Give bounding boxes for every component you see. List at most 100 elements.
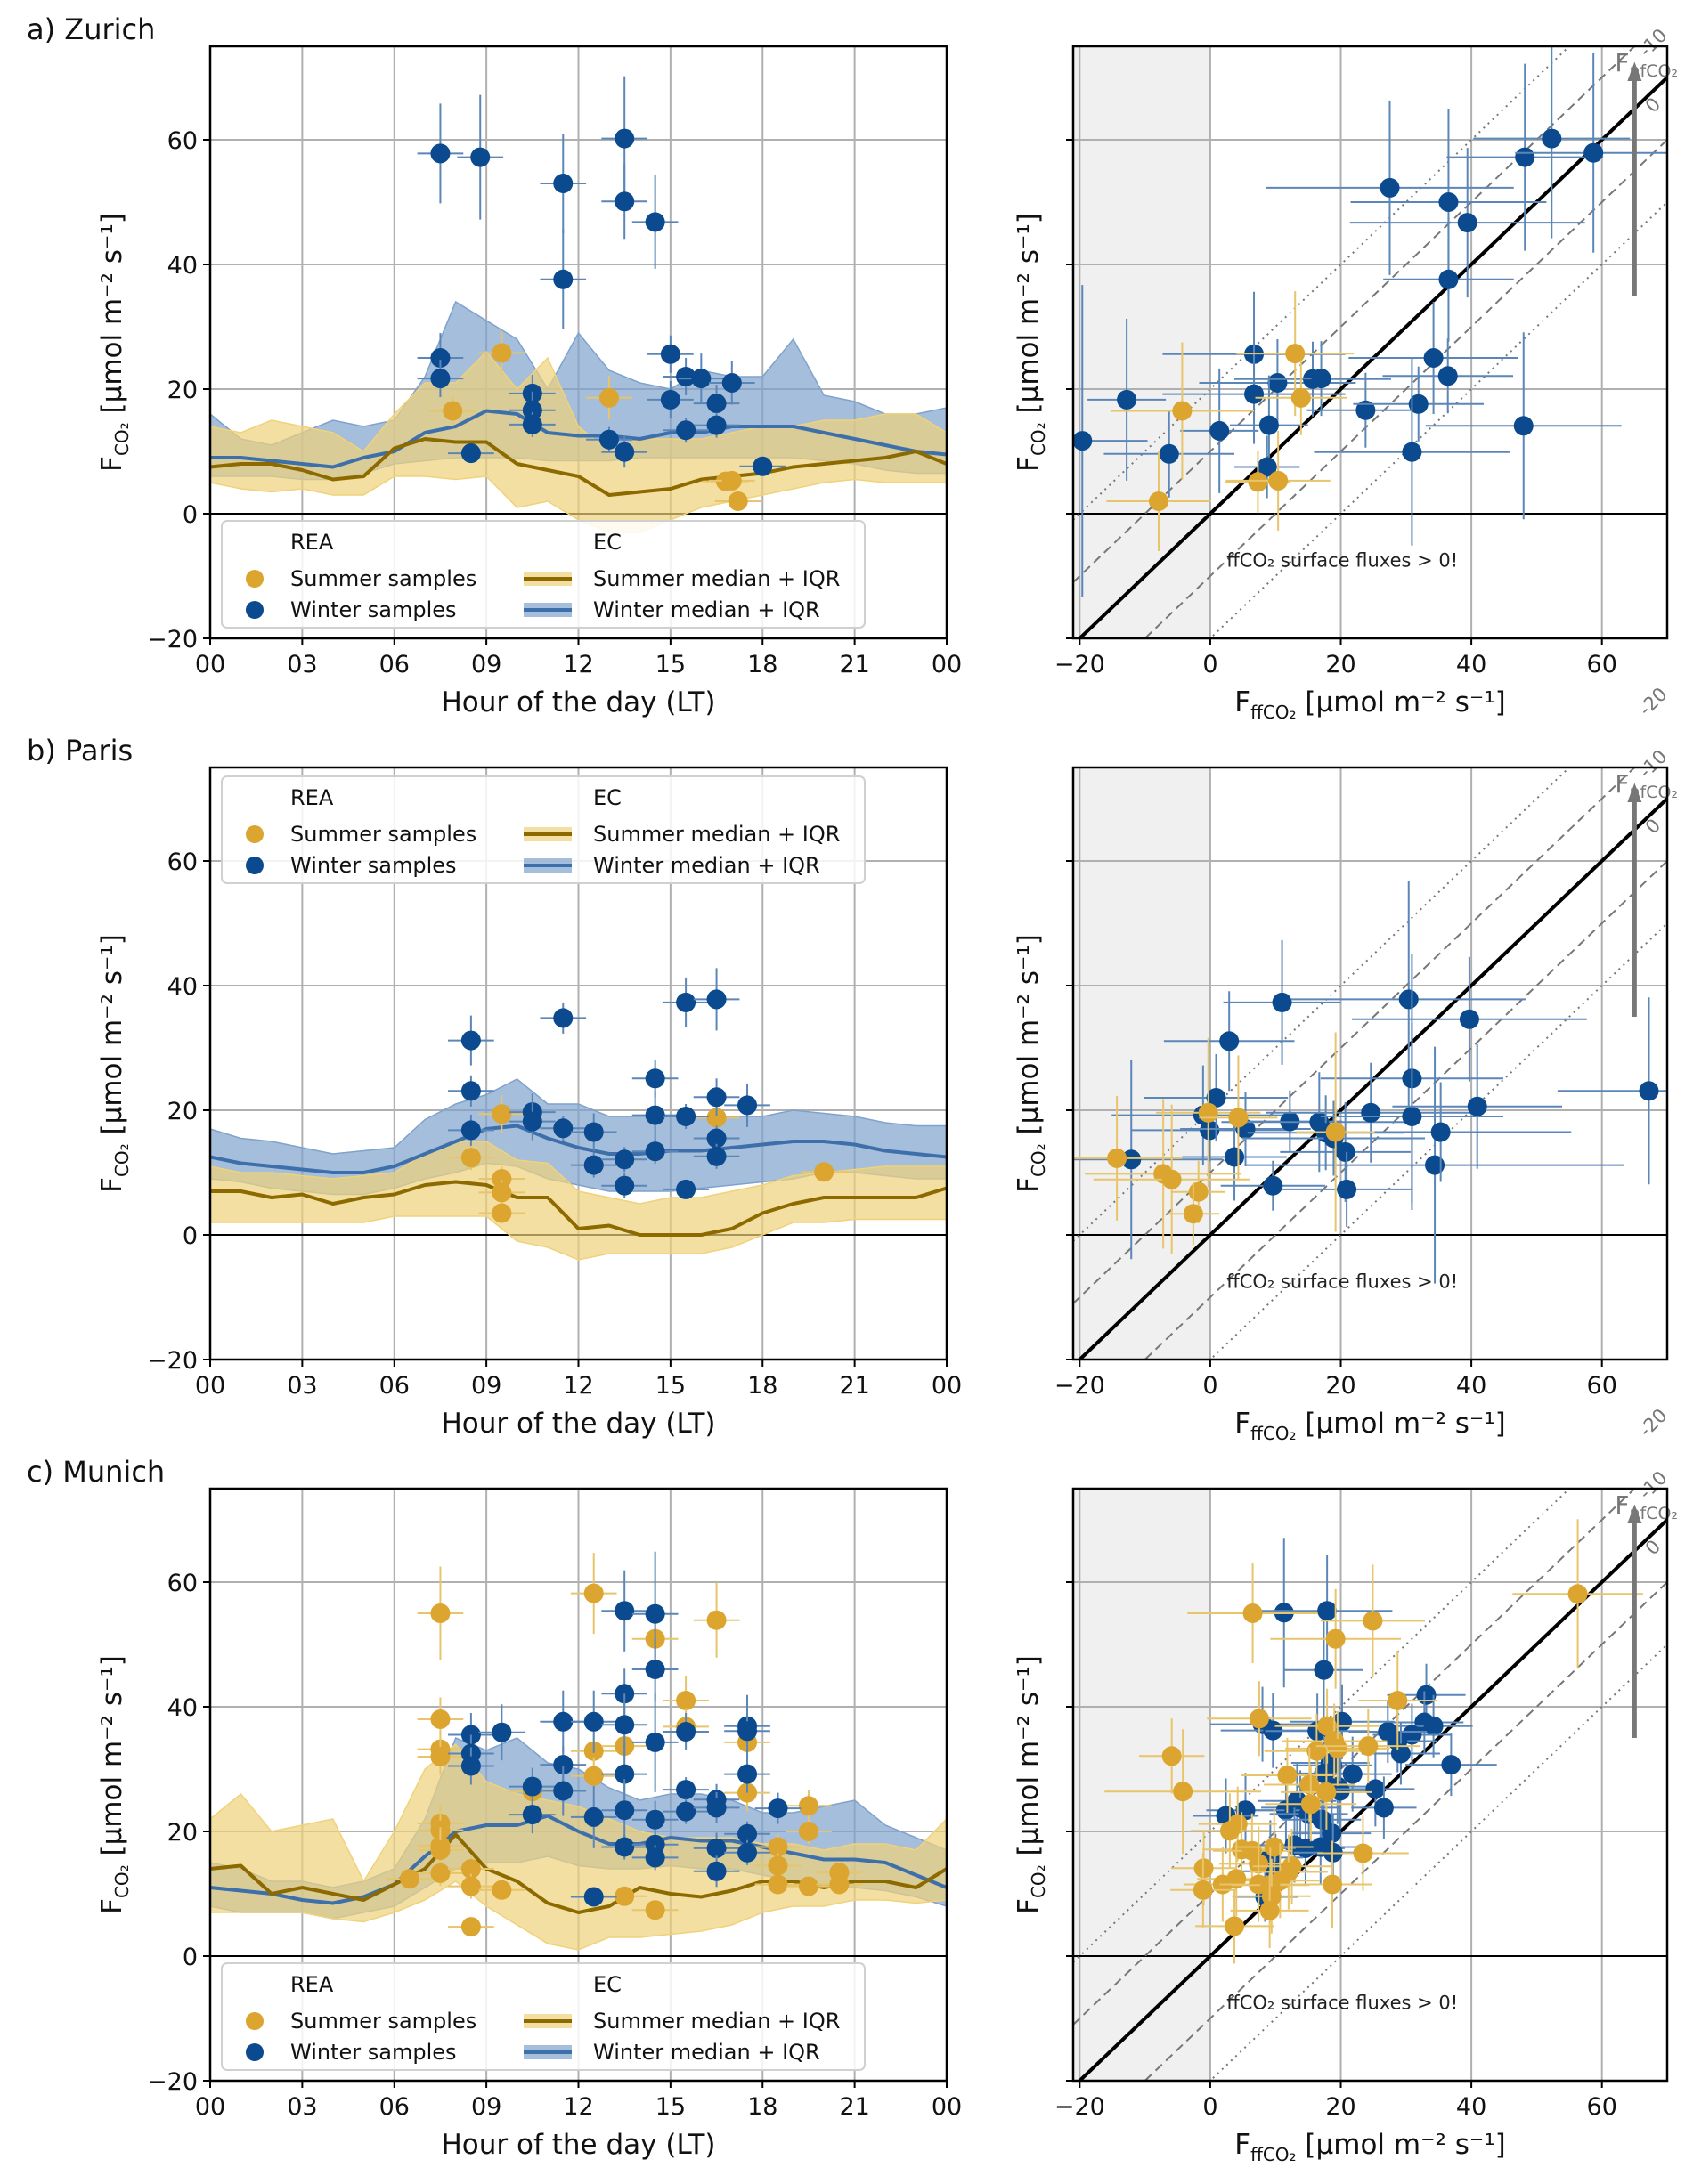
summer-sample <box>1265 1766 1357 1842</box>
legend-winter-ec: Winter median + IQR <box>593 597 820 622</box>
summer-sample-point <box>1161 1746 1182 1766</box>
x-tick-label: 21 <box>839 2093 869 2121</box>
summer-sample-point <box>1285 344 1306 364</box>
winter-sample-point <box>753 456 773 476</box>
winter-sample-point <box>460 1756 481 1776</box>
summer-sample <box>478 1880 525 1900</box>
x-tick-label: 15 <box>655 1372 686 1400</box>
winter-sample-point <box>645 1105 665 1125</box>
winter-sample-point <box>706 1798 727 1818</box>
winter-sample-point <box>470 147 491 167</box>
legend-ec-title: EC <box>593 530 622 555</box>
legend-summer-marker <box>246 570 264 588</box>
winter-sample-point <box>660 344 680 364</box>
winter-sample-point <box>1380 177 1400 198</box>
winter-sample-point <box>598 429 619 450</box>
x-tick-label: 03 <box>287 651 317 678</box>
winter-sample-point <box>615 1837 635 1857</box>
summer-sample <box>708 470 755 491</box>
y-axis-label: FCO₂ [µmol m⁻² s⁻¹] <box>1013 213 1049 472</box>
winter-sample <box>631 1060 679 1098</box>
y-axis-label-main: F <box>1013 1177 1045 1193</box>
winter-sample-point <box>706 989 727 1010</box>
winter-sample-point <box>721 373 742 393</box>
axes-frame <box>1071 45 1669 640</box>
winter-sample-point <box>460 443 481 464</box>
winter-sample-point <box>583 1711 604 1732</box>
x-tick-label: 21 <box>839 651 869 678</box>
nfco2-arrow-head <box>1627 783 1642 802</box>
winter-sample <box>448 1075 494 1107</box>
winter-sample-point <box>737 1721 758 1742</box>
y-tick-label: 0 <box>183 501 198 529</box>
legend: REA EC Summer samples Winter samples Summer … <box>221 520 866 629</box>
winter-sample-point <box>1317 1601 1338 1621</box>
summer-sample-point <box>492 1182 512 1203</box>
summer-sample <box>1281 1754 1372 1830</box>
winter-sample-point <box>553 1711 574 1732</box>
summer-sample-point <box>1317 1716 1338 1736</box>
x-tick-label: 12 <box>563 2093 593 2121</box>
winter-sample <box>1103 410 1235 498</box>
offset-line-label: -20 <box>1634 683 1671 719</box>
y-axis-label-main: F <box>96 1898 128 1914</box>
winter-sample-point <box>522 1111 542 1132</box>
summer-sample <box>801 1162 848 1182</box>
winter-sample <box>601 436 648 468</box>
winter-sample <box>448 1114 494 1146</box>
y-tick-label: 20 <box>167 1819 198 1847</box>
x-axis-label: Hour of the day (LT) <box>442 1408 716 1440</box>
x-axis-label: FffCO₂ [µmol m⁻² s⁻¹] <box>1234 686 1506 723</box>
x-tick-label: 20 <box>1325 1372 1355 1400</box>
x-tick-label: 09 <box>471 2093 501 2121</box>
winter-sample <box>509 1796 556 1834</box>
summer-sample <box>478 1180 525 1206</box>
plot-area <box>1073 46 1667 638</box>
offset-line <box>1144 860 1667 1360</box>
legend-summer-samples: Summer samples <box>290 822 476 847</box>
summer-sample <box>754 1853 802 1879</box>
summer-sample <box>1170 1852 1236 1928</box>
y-axis-label-sub: CO₂ <box>111 422 133 456</box>
winter-sample <box>601 1570 648 1652</box>
winter-sample <box>601 1693 648 1757</box>
nfco2-arrow-label: FnfCO₂ <box>1615 48 1678 81</box>
x-tick-label: 00 <box>932 651 962 678</box>
winter-sample <box>754 1792 802 1824</box>
winter-sample-point <box>1365 1779 1386 1799</box>
summer-sample <box>417 1697 464 1742</box>
winter-sample-point <box>1219 1031 1240 1051</box>
x-axis-label-sub: ffCO₂ <box>1250 702 1297 723</box>
summer-sample-point <box>1325 1628 1346 1649</box>
plot-area <box>210 1489 947 2081</box>
winter-sample-point <box>583 1122 604 1142</box>
winter-sample-point <box>1467 1096 1487 1116</box>
summer-sample <box>478 1203 525 1223</box>
winter-sample-point <box>1390 1743 1411 1764</box>
summer-sample-point <box>492 343 512 363</box>
summer-sample <box>1320 1564 1426 1677</box>
y-tick-label: 60 <box>167 1570 198 1597</box>
winter-sample-point <box>737 1823 758 1844</box>
x-axis-label-units: [µmol m⁻² s⁻¹] <box>1297 1408 1506 1440</box>
winter-sample-point <box>1423 1716 1444 1736</box>
summer-sample-point <box>492 1104 512 1124</box>
x-tick-label: 00 <box>195 2093 225 2121</box>
summer-sample-point <box>1228 1108 1249 1128</box>
x-axis-label-units: [µmol m⁻² s⁻¹] <box>1297 2129 1506 2161</box>
summer-sample-point <box>430 1747 451 1766</box>
x-tick-label: 40 <box>1456 651 1486 678</box>
winter-sample-point <box>706 1838 727 1858</box>
nfco2-label-sub: nfCO₂ <box>1629 61 1678 81</box>
summer-sample <box>1230 1872 1309 1948</box>
winter-sample-point <box>706 1146 727 1166</box>
winter-sample <box>570 1690 617 1753</box>
negative-ffco2-shaded-region <box>1073 46 1210 638</box>
summer-sample-point <box>1248 472 1268 492</box>
axes-frame <box>1071 766 1669 1361</box>
y-axis-label: FCO₂ [µmol m⁻² s⁻¹] <box>96 934 133 1193</box>
winter-sample-point <box>1437 366 1458 386</box>
summer-sample <box>786 1819 832 1844</box>
winter-sample-point <box>1335 1141 1355 1162</box>
x-tick-label: 20 <box>1325 651 1355 678</box>
